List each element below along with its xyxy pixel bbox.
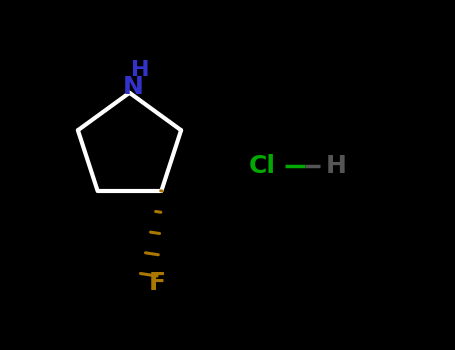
Text: H: H [131, 60, 149, 80]
Text: H: H [326, 154, 346, 178]
Text: N: N [122, 76, 143, 99]
Text: F: F [149, 272, 166, 295]
Text: Cl: Cl [249, 154, 276, 178]
